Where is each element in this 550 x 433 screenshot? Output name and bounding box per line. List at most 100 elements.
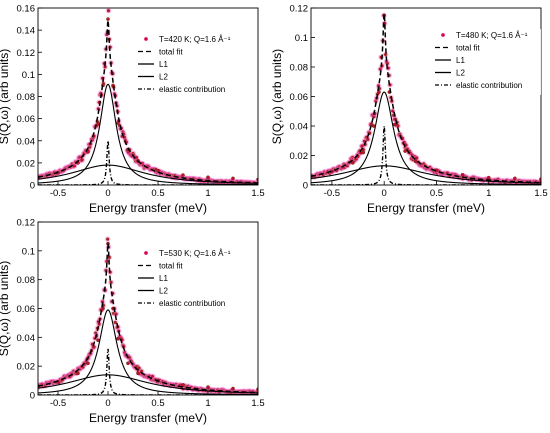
data-point [360,144,365,148]
data-point-sample [101,306,105,311]
data-point [114,312,118,316]
legend-label: total fit [456,44,480,53]
legend-label: T=530 K; Q=1.6 Å⁻¹ [159,249,231,258]
legend-bg [431,29,541,95]
legend-label: elastic contribution [456,81,522,90]
x-tick-label: 0.5 [151,398,164,409]
data-point [105,259,109,263]
y-axis-label: S(Q,ω) (arb units) [270,49,284,144]
data-point-sample [106,17,110,21]
curve-l1 [38,309,258,395]
legend: T=530 K; Q=1.6 Å⁻¹ total fit L1 L2 elastic c… [134,247,244,313]
data-point-sample [126,361,130,366]
x-tick-label: 1 [486,188,491,199]
legend-label: L1 [159,60,168,69]
x-tick-label: 0 [382,188,387,199]
data-point-sample [231,176,235,181]
y-tick-label: 0 [30,391,35,402]
data-point [106,237,110,241]
data-point-sample [513,176,517,181]
x-tick-label: 1.5 [534,188,547,199]
data-point [151,374,155,378]
y-tick-label: 0.04 [17,333,36,344]
data-point-sample [206,175,210,180]
legend-label: T=420 K; Q=1.6 Å⁻¹ [159,35,231,44]
data-point-sample [231,386,235,391]
data-point [391,109,395,113]
legend-marker-points [143,250,149,256]
data-point [369,122,373,126]
y-tick-label: 0.06 [17,304,36,315]
data-point [415,156,419,160]
data-point-sample [351,161,355,165]
data-point [366,137,370,142]
data-point [109,280,113,284]
data-point-sample [377,90,381,94]
y-tick-label: 0.02 [17,158,36,169]
y-tick-label: 0.06 [17,114,36,125]
curve-l2 [311,165,541,184]
x-tick-label: 0 [105,398,110,409]
legend-label: L1 [456,56,465,65]
data-point [396,124,400,128]
y-axis-label: S(Q,ω) (arb units) [0,49,11,144]
data-point-sample [486,175,491,180]
data-point-sample [181,383,185,387]
x-axis-label: Energy transfer (meV) [367,201,485,215]
data-point [113,320,117,325]
curve-l1 [311,91,541,185]
data-point [354,157,358,161]
data-point [97,322,101,326]
y-tick-label: 0.14 [17,26,36,37]
y-tick-label: 0 [303,181,308,192]
x-tick-label: 1 [205,188,210,199]
legend-marker-points [143,36,149,42]
curve-total-fit [311,13,541,184]
y-axis-label: S(Q,ω) (arb units) [0,261,11,356]
x-tick-label: 1.5 [251,188,264,199]
curve-l2 [38,374,258,394]
legend-label: elastic contribution [159,299,225,308]
legend-marker-points [440,32,446,38]
data-point-sample [96,122,100,126]
y-tick-label: 0.08 [290,63,309,74]
y-tick-label: 0.12 [17,218,36,229]
y-tick-label: 0.1 [295,33,308,44]
data-point-sample [86,361,90,366]
data-point [72,164,77,168]
x-tick-label: -0.5 [50,188,66,199]
data-point-sample [156,168,160,173]
curve-total-fit [38,243,258,394]
legend-label: L2 [159,287,168,296]
data-point-sample [181,173,185,177]
y-tick-label: 0.12 [290,4,309,15]
data-point-sample [206,385,210,389]
chart-panel-1: -0.5 0 0.5 1 1.5 0 0.02 0.04 0.06 0.08 0.1 0.12 0.14… [0,4,265,216]
data-point-sample [361,150,366,155]
legend-label: L2 [456,69,465,78]
y-tick-label: 0.02 [290,151,309,162]
legend-label: elastic contribution [159,85,225,94]
y-tick-label: 0.1 [22,70,35,81]
x-tick-label: -0.5 [50,398,66,409]
data-point-sample [76,371,80,376]
x-tick-label: -0.5 [324,188,340,199]
curve-total-fit [38,20,258,184]
data-point [383,52,388,57]
y-tick-label: 0.1 [22,246,35,257]
x-tick-label: 0.5 [151,188,164,199]
x-tick-label: 0 [105,188,110,199]
chart-panel-3: -0.5 0 0.5 1 1.5 0 0.02 0.04 0.06 0.08 0.1 0.12 Ener… [0,218,265,426]
data-point [80,158,84,162]
y-tick-label: 0.04 [290,122,309,133]
data-point-sample [116,336,120,341]
legend-bg [134,33,244,99]
y-tick-label: 0.12 [17,48,36,59]
y-tick-label: 0 [30,181,35,192]
curve-l1 [38,83,258,185]
data-point [88,145,92,149]
data-point-sample [403,149,407,153]
legend: T=420 K; Q=1.6 Å⁻¹ total fit L1 L2 elastic c… [134,33,244,99]
data-point [137,366,141,370]
data-point [372,114,376,119]
